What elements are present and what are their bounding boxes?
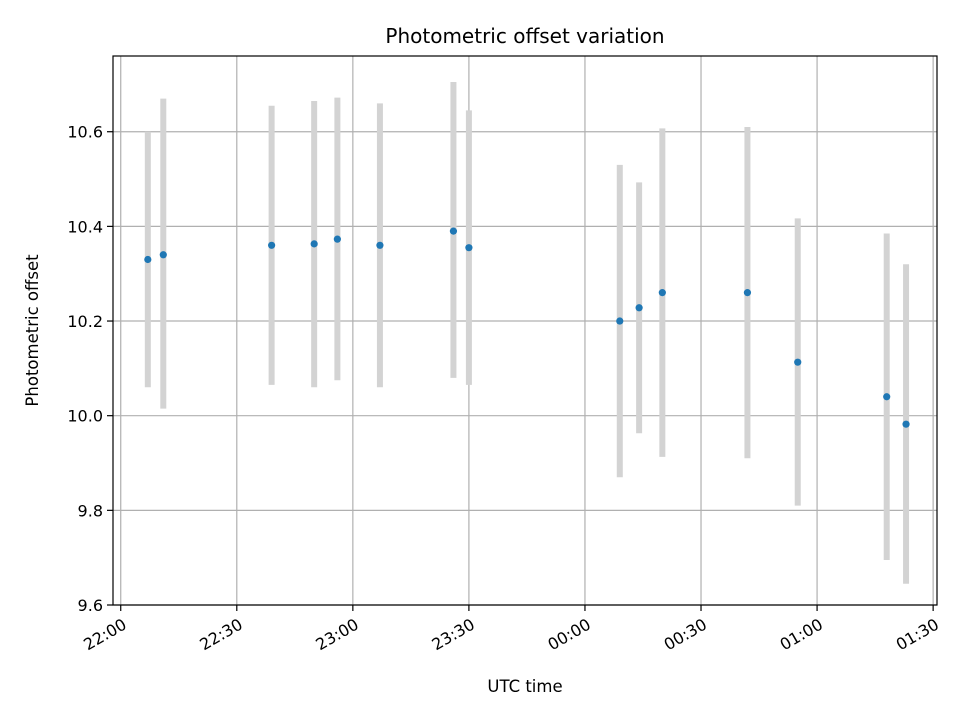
x-tick-label: 00:00 — [545, 615, 594, 655]
data-point — [635, 304, 643, 312]
data-point — [376, 241, 384, 249]
x-tick-label: 23:00 — [312, 615, 361, 655]
data-point — [743, 289, 752, 297]
x-tick-label: 23:30 — [428, 615, 477, 655]
x-tick-label: 01:30 — [893, 615, 942, 655]
data-point — [616, 317, 624, 325]
x-axis-ticks: 22:00 22:30 23:00 23:30 00:00 00:30 01:00 01:30 — [80, 605, 942, 654]
data-point — [159, 251, 167, 259]
x-tick-label: 01:00 — [777, 615, 826, 655]
data-point — [310, 240, 318, 248]
data-point — [794, 358, 802, 366]
data-point — [902, 420, 910, 428]
y-tick-label: 10.4 — [67, 217, 103, 236]
y-tick-label: 9.8 — [78, 501, 103, 520]
x-tick-label: 00:30 — [661, 615, 710, 655]
data-point — [449, 227, 458, 235]
data-point — [658, 289, 666, 297]
data-point — [333, 235, 341, 243]
y-tick-label: 10.0 — [67, 407, 103, 426]
y-tick-label: 9.6 — [78, 596, 103, 615]
x-tick-label: 22:00 — [80, 615, 129, 655]
y-tick-label: 10.6 — [67, 123, 103, 142]
data-point — [268, 241, 276, 249]
plot-frame — [112, 55, 938, 606]
y-tick-label: 10.2 — [67, 312, 103, 331]
x-axis-label: UTC time — [487, 677, 562, 696]
data-point — [144, 255, 152, 264]
data-point — [465, 244, 473, 252]
y-axis-ticks: 9.6 9.8 10.0 10.2 10.4 10.6 — [67, 123, 113, 615]
x-tick-label: 22:30 — [196, 615, 245, 655]
chart-title: Photometric offset variation — [385, 24, 664, 48]
error-bars — [144, 82, 910, 584]
data-points — [144, 227, 910, 428]
y-axis-label: Photometric offset — [23, 254, 42, 407]
grid — [113, 56, 937, 606]
data-point — [883, 393, 891, 401]
